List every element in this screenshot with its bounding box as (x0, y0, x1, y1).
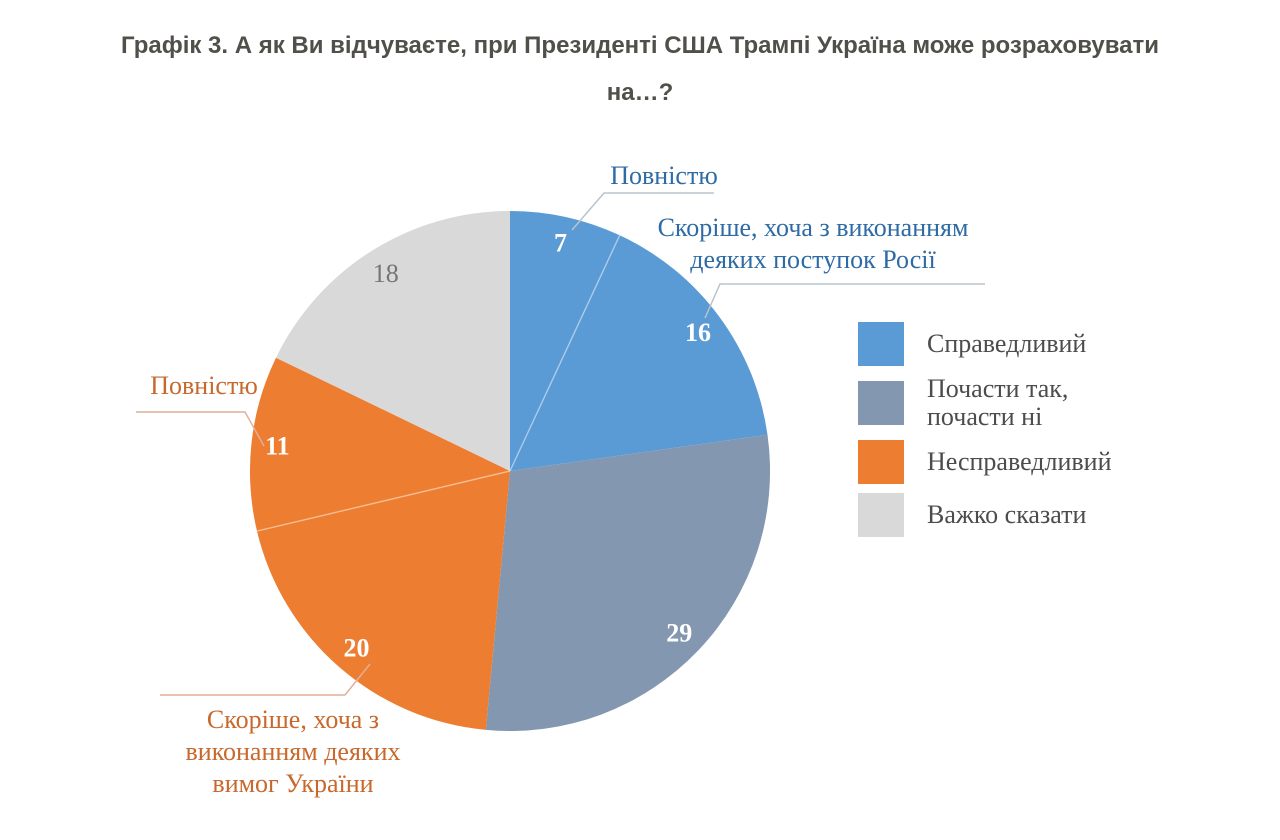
callout-leader-line-3 (160, 663, 371, 696)
callout-leader-line-2 (136, 411, 265, 447)
pie-slice-4 (249, 357, 510, 532)
legend-item-fair: Справедливий (858, 322, 1112, 366)
callout-leader-line-0 (571, 192, 714, 231)
chart-title: Графік 3. А як Ви відчуваєте, при Презид… (121, 32, 1159, 106)
legend-swatch-partly (858, 381, 904, 425)
slice-value-label-5: 18 (373, 259, 399, 288)
pie-slice-0 (510, 211, 620, 471)
legend: Справедливий Почасти так, почасти ні Нес… (858, 322, 1112, 537)
legend-swatch-unfair (858, 440, 904, 484)
legend-label-hard-to-say: Важко сказати (927, 500, 1087, 529)
legend-item-partly: Почасти так, почасти ні (858, 375, 1112, 431)
callout-rather-unfair-demands-ukraine: Скоріше, хоча з виконанням деяких вимог … (185, 705, 401, 798)
slice-divider (509, 235, 621, 472)
pie-slice-2 (485, 434, 771, 732)
pie-slice-5 (276, 211, 510, 471)
legend-swatch-hard-to-say (858, 493, 904, 537)
slice-value-label-3: 20 (344, 634, 370, 663)
legend-label-unfair: Несправедливий (927, 447, 1112, 476)
slice-value-label-1: 16 (685, 318, 711, 347)
pie-slice-1 (510, 235, 768, 471)
callout-fully-fair: Повністю (610, 161, 718, 190)
slice-value-label-2: 29 (666, 619, 692, 648)
slice-value-label-0: 7 (554, 229, 567, 258)
legend-item-hard-to-say: Важко сказати (858, 493, 1112, 537)
callout-fully-unfair: Повністю (150, 371, 258, 400)
legend-label-fair: Справедливий (927, 329, 1087, 358)
legend-swatch-fair (858, 322, 904, 366)
legend-label-partly: Почасти так, почасти ні (927, 374, 1069, 431)
pie-slice-3 (257, 471, 510, 730)
legend-item-unfair: Несправедливий (858, 440, 1112, 484)
callout-leader-line-1 (704, 283, 985, 319)
callout-rather-fair-concessions-russia: Скоріше, хоча з виконанням деяких поступ… (657, 213, 969, 274)
slice-divider (256, 470, 511, 532)
slice-value-label-4: 11 (265, 432, 290, 461)
